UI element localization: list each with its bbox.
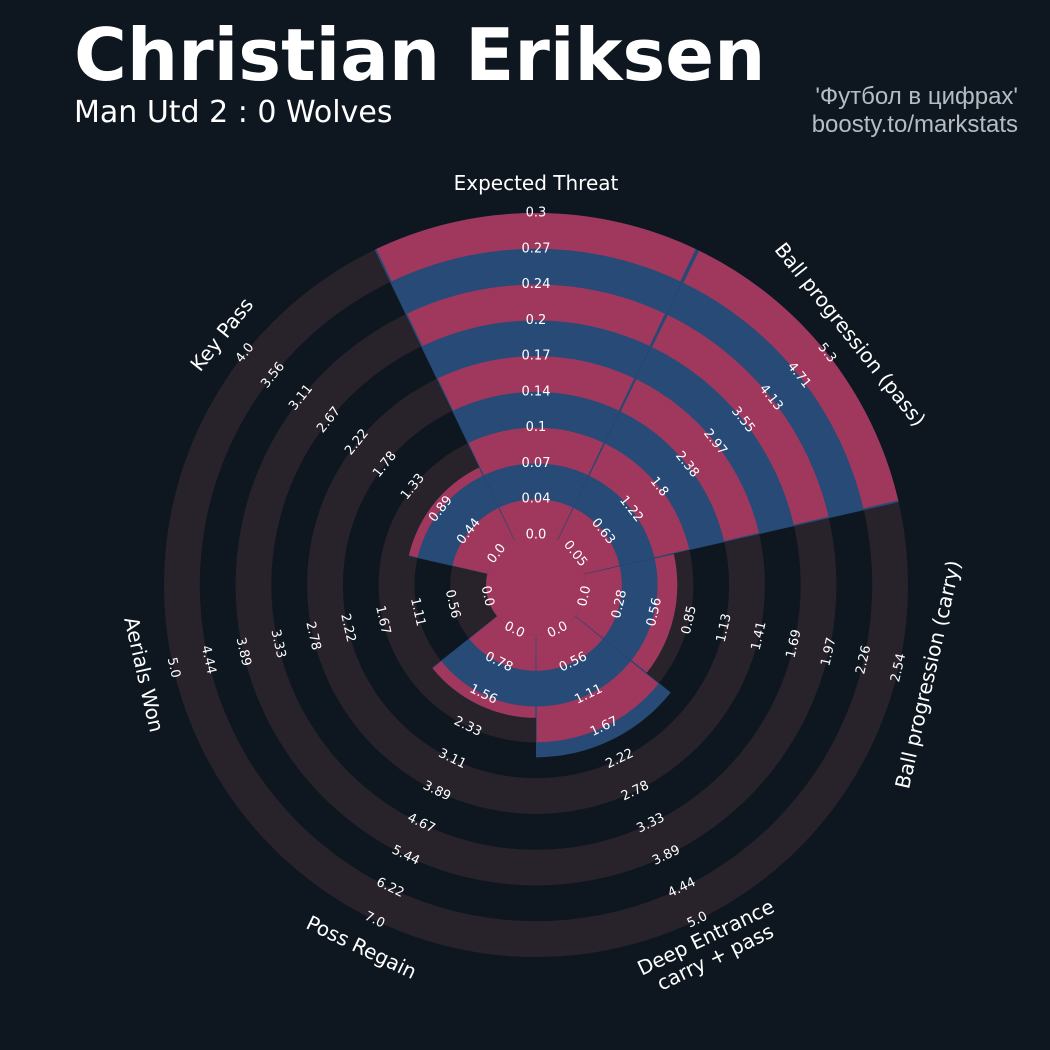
slice-band bbox=[620, 379, 759, 542]
slice-band bbox=[452, 507, 515, 574]
tick-label: 1.69 bbox=[783, 628, 804, 660]
tick-label: 0.24 bbox=[522, 277, 551, 292]
tick-label: 0.07 bbox=[522, 456, 551, 471]
slice-band bbox=[437, 356, 635, 411]
tick-label: 1.67 bbox=[372, 604, 393, 636]
tick-label: 4.44 bbox=[198, 644, 219, 676]
slice-6 bbox=[485, 573, 497, 617]
tick-label: 3.89 bbox=[233, 636, 254, 668]
tick-label: 0.27 bbox=[522, 241, 551, 256]
tick-label: 0.0 bbox=[526, 528, 547, 543]
slice-band bbox=[407, 284, 665, 346]
center-disc bbox=[486, 535, 586, 635]
slice-band bbox=[408, 467, 483, 558]
tick-label: 1.41 bbox=[749, 620, 770, 652]
credit-line-2: boosty.to/markstats bbox=[812, 111, 1018, 138]
parameter-label-line: Expected Threat bbox=[454, 171, 619, 195]
tick-label: 0.56 bbox=[442, 588, 463, 620]
tick-label: 0.14 bbox=[522, 384, 551, 399]
tick-label: 2.22 bbox=[337, 612, 358, 644]
tick-label: 1.97 bbox=[818, 636, 839, 668]
tick-label: 3.33 bbox=[267, 628, 288, 660]
tick-label: 0.17 bbox=[522, 349, 551, 364]
slice-band bbox=[536, 661, 659, 743]
tick-label: 2.78 bbox=[302, 620, 323, 652]
tick-label: 0.0 bbox=[478, 584, 497, 608]
slice-band bbox=[376, 213, 696, 282]
slice-band bbox=[432, 661, 536, 718]
page-title: Christian Eriksen bbox=[74, 13, 765, 97]
match-subtitle: Man Utd 2 : 0 Wolves bbox=[74, 95, 392, 130]
tick-label: 0.3 bbox=[526, 206, 547, 221]
tick-label: 0.04 bbox=[522, 492, 551, 507]
slice-band bbox=[575, 566, 622, 639]
tick-label: 0.28 bbox=[609, 588, 630, 620]
slice-band bbox=[683, 250, 899, 509]
tick-label: 2.54 bbox=[888, 652, 909, 684]
slice-band bbox=[589, 443, 690, 558]
tick-label: 0.85 bbox=[679, 604, 700, 636]
slice-band bbox=[469, 616, 536, 671]
tick-label: 1.13 bbox=[714, 612, 735, 644]
tick-label: 0.1 bbox=[526, 420, 547, 435]
slice-band bbox=[536, 616, 603, 671]
slice-band bbox=[631, 554, 678, 673]
tick-label: 5.0 bbox=[164, 656, 183, 680]
tick-label: 0.0 bbox=[575, 584, 594, 608]
slice-band bbox=[557, 507, 620, 574]
tick-label: 2.26 bbox=[853, 644, 874, 676]
credit-line-1: 'Футбол в цифрах' bbox=[815, 83, 1018, 110]
slice-band bbox=[468, 427, 604, 476]
slice-band bbox=[652, 314, 829, 525]
tick-label: 1.11 bbox=[407, 596, 428, 628]
tick-label: 0.2 bbox=[526, 313, 547, 328]
value-slices bbox=[374, 213, 899, 758]
tick-label: 0.56 bbox=[644, 596, 665, 628]
slice-band bbox=[499, 499, 573, 540]
parameter-label: Expected Threat bbox=[454, 171, 619, 195]
